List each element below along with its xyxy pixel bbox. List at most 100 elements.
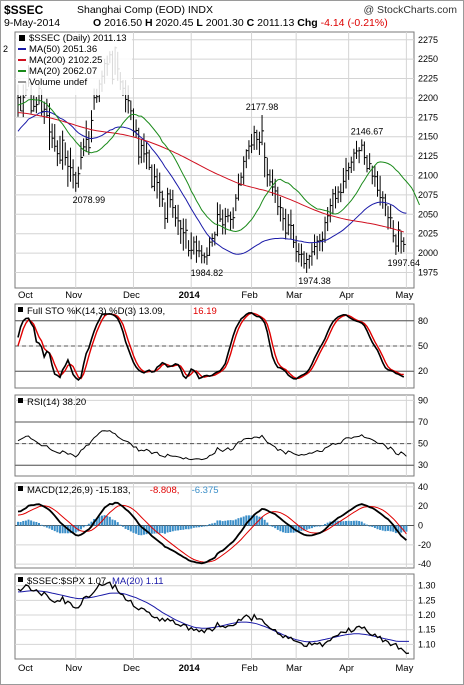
- high-label: H: [144, 17, 153, 29]
- macd-histogram-bar: [22, 520, 25, 526]
- price-x-label: 2014: [179, 290, 201, 301]
- macd-histogram-bar: [169, 525, 172, 533]
- y-tick-label: 70: [418, 417, 428, 427]
- macd-histogram-bar: [316, 525, 319, 527]
- y-tick-label: 40: [418, 482, 428, 492]
- macd-histogram-bar: [148, 525, 151, 534]
- macd-histogram-bar: [103, 515, 106, 526]
- bottom-x-label: Mar: [286, 663, 302, 674]
- change-value: -4.14 (-0.21%): [320, 17, 388, 29]
- legend-macd-2: -6.375: [192, 485, 219, 496]
- legend-clipped-tick: 2: [3, 44, 8, 54]
- legend-price-2: MA(200) 2102.25: [29, 55, 102, 66]
- ma20-line: [17, 98, 420, 233]
- macd-histogram-bar: [116, 522, 119, 526]
- macd-histogram-bar: [355, 520, 358, 526]
- close-value: 2011.13: [257, 17, 295, 29]
- macd-histogram-bar: [405, 525, 408, 532]
- price-x-label: Apr: [339, 290, 354, 301]
- macd-histogram-bar: [284, 525, 287, 533]
- macd-histogram-bar: [331, 521, 334, 526]
- y-tick-label: 80: [418, 316, 428, 326]
- y-tick-label: 1.25: [418, 595, 436, 605]
- macd-histogram-bar: [177, 525, 180, 531]
- y-tick-label: 0: [418, 521, 423, 531]
- macd-histogram-bar: [274, 525, 277, 529]
- macd-histogram-bar: [132, 525, 135, 533]
- legend-symbol: [18, 398, 23, 403]
- bottom-x-label: Feb: [241, 663, 257, 674]
- change-label: Chg: [297, 17, 318, 29]
- price-annotation: 2078.99: [73, 195, 106, 205]
- y-tick-label: 2150: [418, 132, 438, 142]
- rsi-line: [17, 430, 407, 461]
- macd-histogram-bar: [45, 525, 48, 528]
- macd-histogram-bar: [276, 525, 279, 530]
- chart-subtitle: Shanghai Comp (EOD) INDX: [77, 4, 213, 16]
- y-tick-label: 2100: [418, 171, 438, 181]
- macd-histogram-bar: [24, 520, 27, 526]
- price-x-label: Nov: [65, 290, 82, 301]
- stoch-k-line: [17, 311, 405, 381]
- ratio-line: [17, 581, 410, 655]
- panel-rsi: [14, 394, 415, 477]
- macd-histogram-bar: [87, 523, 90, 526]
- macd-histogram-bar: [366, 524, 369, 526]
- y-tick-label: 50: [418, 341, 428, 351]
- macd-histogram-bar: [32, 521, 35, 526]
- price-x-label: Mar: [286, 290, 302, 301]
- y-tick-label: 1975: [418, 267, 438, 277]
- close-label: C: [246, 17, 255, 29]
- open-label: O: [93, 17, 102, 29]
- macd-histogram-bar: [184, 525, 187, 530]
- legend-price-1: MA(50) 2051.36: [29, 44, 97, 55]
- macd-histogram-bar: [43, 525, 46, 527]
- macd-histogram-bar: [74, 525, 77, 533]
- macd-histogram-bar: [174, 525, 177, 531]
- stockcharts-watermark: @ StockCharts.com: [363, 4, 457, 16]
- macd-histogram-bar: [400, 525, 403, 533]
- legend-symbol: [18, 486, 23, 491]
- y-tick-label: 2000: [418, 248, 438, 258]
- macd-histogram-bar: [166, 525, 169, 533]
- macd-histogram-bar: [253, 515, 256, 526]
- macd-histogram-bar: [61, 525, 64, 534]
- macd-histogram-bar: [77, 525, 80, 532]
- y-tick-label: -20: [418, 540, 431, 550]
- macd-histogram-bar: [268, 525, 271, 527]
- bottom-x-label: May: [395, 663, 413, 674]
- legend-macd-0: MACD(12,26,9) -15.183,: [27, 485, 131, 496]
- y-tick-label: 2200: [418, 93, 438, 103]
- macd-histogram-bar: [303, 525, 306, 531]
- macd-histogram-bar: [198, 525, 201, 528]
- macd-histogram-bar: [305, 525, 308, 530]
- macd-histogram-bar: [79, 525, 82, 530]
- y-tick-label: 2025: [418, 229, 438, 239]
- ohlc-readout: O 2016.50 H 2020.45 L 2001.30 C 2011.13 …: [93, 17, 388, 29]
- macd-histogram-bar: [82, 525, 85, 528]
- legend-box: [16, 33, 132, 95]
- macd-histogram-bar: [158, 525, 161, 534]
- macd-histogram-bar: [111, 519, 114, 526]
- low-value: 2001.30: [205, 17, 244, 29]
- y-tick-label: 2225: [418, 74, 438, 84]
- legend-macd-1: -8.808,: [150, 485, 180, 496]
- bottom-x-label: 2014: [179, 663, 201, 674]
- macd-histogram-bar: [287, 525, 290, 534]
- low-label: L: [196, 17, 203, 29]
- macd-histogram-bar: [69, 525, 72, 534]
- y-tick-label: 2050: [418, 209, 438, 219]
- macd-histogram-bar: [98, 516, 101, 526]
- y-tick-label: 2075: [418, 190, 438, 200]
- macd-histogram-bar: [127, 525, 130, 530]
- macd-histogram-bar: [371, 525, 374, 527]
- legend-rsi-0: RSI(14) 38.20: [27, 397, 86, 408]
- macd-histogram-bar: [182, 525, 185, 530]
- macd-histogram-bar: [163, 525, 166, 534]
- ma50-line: [17, 110, 407, 255]
- macd-histogram-bar: [108, 516, 111, 526]
- y-tick-label: 30: [418, 460, 428, 470]
- macd-histogram-bar: [208, 523, 211, 526]
- y-tick-label: 2275: [418, 35, 438, 45]
- bottom-x-label: Nov: [65, 663, 82, 674]
